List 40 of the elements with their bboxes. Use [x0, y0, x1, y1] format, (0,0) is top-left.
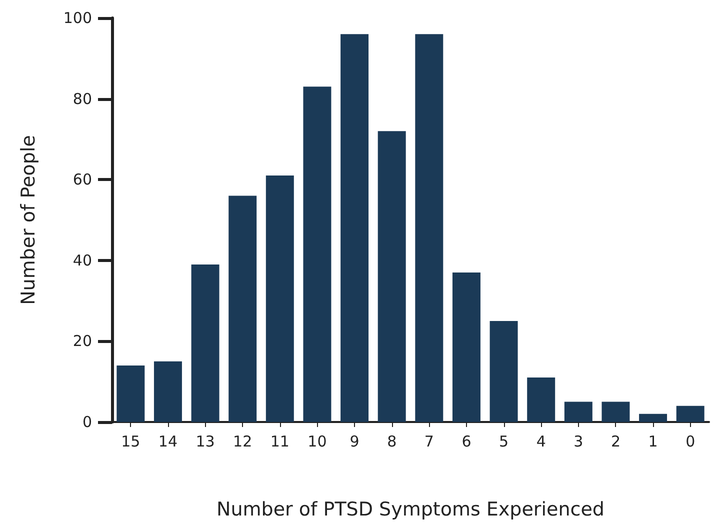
x-tick-label: 13	[196, 432, 215, 450]
y-axis-title: Number of People	[18, 135, 40, 305]
x-tick-label: 6	[462, 432, 472, 450]
x-tick-label: 11	[270, 432, 290, 450]
bar	[602, 402, 630, 422]
x-tick-label: 1	[648, 432, 658, 450]
x-tick-label: 12	[233, 432, 252, 450]
bar	[676, 406, 704, 422]
x-axis-title: Number of PTSD Symptoms Experienced	[216, 498, 604, 520]
x-tick-label: 14	[158, 432, 178, 450]
bar	[639, 414, 668, 422]
x-tick-label: 0	[686, 432, 696, 450]
bar	[228, 196, 257, 422]
x-tick-label: 9	[350, 432, 360, 450]
y-tick-label: 0	[82, 413, 92, 431]
bar	[340, 34, 369, 422]
x-tick-label: 2	[610, 432, 620, 450]
x-tick-label: 5	[499, 432, 509, 450]
x-tick-label: 4	[536, 432, 546, 450]
bar	[415, 34, 444, 422]
bar	[303, 86, 332, 422]
x-tick-label: 15	[121, 432, 140, 450]
bar	[191, 264, 220, 422]
bar	[452, 272, 480, 422]
y-tick-label: 20	[72, 332, 92, 350]
x-tick-label: 8	[387, 432, 397, 450]
bar	[154, 361, 182, 422]
bar	[116, 365, 145, 422]
y-tick-label: 60	[72, 170, 92, 189]
y-tick-label: 100	[63, 9, 92, 27]
bar	[564, 402, 592, 422]
y-tick-label: 40	[72, 251, 92, 270]
bar	[266, 176, 294, 422]
bar	[378, 131, 406, 422]
x-tick-label: 10	[308, 432, 327, 450]
x-tick-label: 7	[424, 432, 434, 450]
bar	[490, 321, 518, 422]
bar	[527, 378, 556, 422]
x-tick-label: 3	[574, 432, 584, 450]
y-tick-label: 80	[72, 90, 92, 108]
